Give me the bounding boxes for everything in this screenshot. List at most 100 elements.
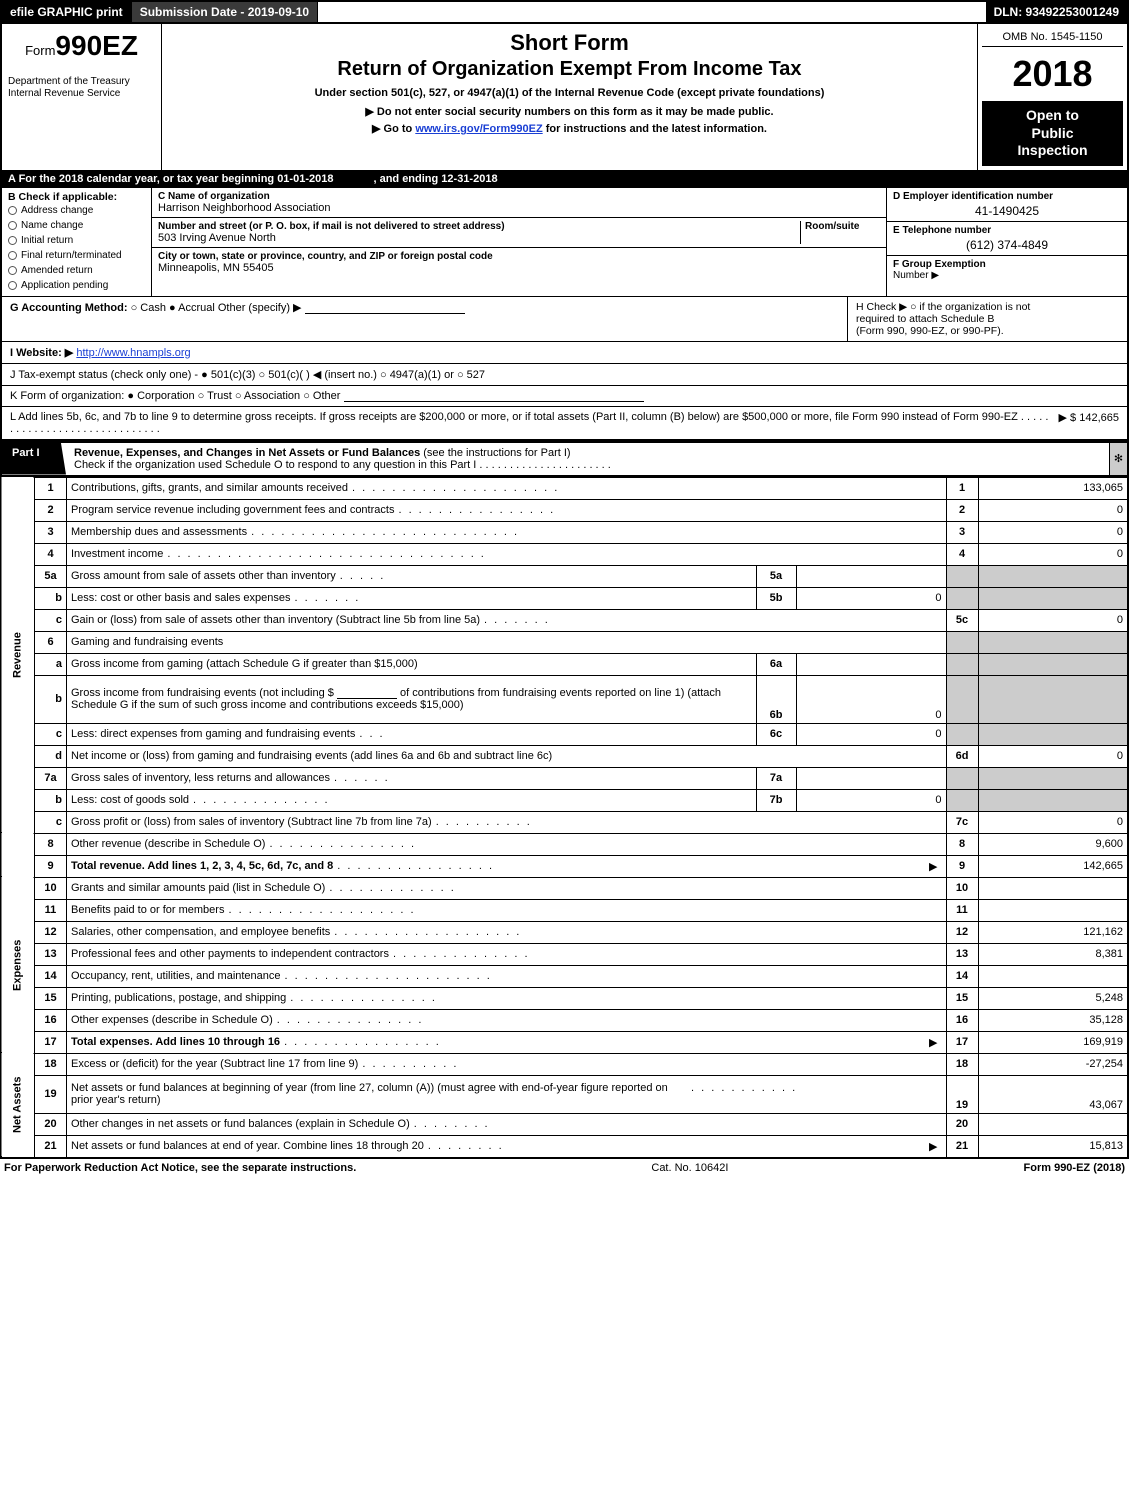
right-val: -27,254 xyxy=(978,1053,1128,1075)
website-link[interactable]: http://www.hnampls.org xyxy=(76,347,190,359)
desc-text: Net assets or fund balances at beginning… xyxy=(71,1082,691,1106)
j-text[interactable]: J Tax-exempt status (check only one) - ●… xyxy=(10,369,485,381)
dots: . . . . . . . xyxy=(295,592,752,604)
vtab-expenses: Expenses xyxy=(1,877,35,1053)
right-val-shade xyxy=(978,565,1128,587)
l-row: L Add lines 5b, 6c, and 7b to line 9 to … xyxy=(0,407,1129,441)
d-block: D Employer identification number 41-1490… xyxy=(887,188,1127,222)
irs-link[interactable]: www.irs.gov/Form990EZ xyxy=(415,123,542,135)
desc-text: Professional fees and other payments to … xyxy=(71,948,393,960)
right-val: 133,065 xyxy=(978,477,1128,499)
l-total-value: 142,665 xyxy=(1079,412,1119,424)
right-val xyxy=(978,965,1128,987)
dots: . . . . . . . . . . . . . . . xyxy=(290,992,941,1004)
desc-text: Other changes in net assets or fund bala… xyxy=(71,1118,414,1130)
part1-tab: Part I xyxy=(2,443,66,475)
chk-name[interactable]: Name change xyxy=(8,218,145,233)
k-other-blank[interactable] xyxy=(344,390,644,402)
row-18: Net Assets 18 Excess or (deficit) for th… xyxy=(1,1053,1128,1075)
desc-text: Benefits paid to or for members xyxy=(71,904,228,916)
part1-header: Part I Revenue, Expenses, and Changes in… xyxy=(0,441,1129,477)
desc-text: Salaries, other compensation, and employ… xyxy=(71,926,334,938)
row-6d: d Net income or (loss) from gaming and f… xyxy=(1,745,1128,767)
chk-final[interactable]: Final return/terminated xyxy=(8,248,145,263)
part1-paren: (see the instructions for Part I) xyxy=(420,447,570,459)
dots: . . . . . . . . . . . . . xyxy=(329,882,941,894)
row-8: 8 Other revenue (describe in Schedule O)… xyxy=(1,833,1128,855)
row-21: 21 Net assets or fund balances at end of… xyxy=(1,1135,1128,1157)
c-addr-block: Number and street (or P. O. box, if mail… xyxy=(152,218,886,248)
radio-icon xyxy=(8,236,17,245)
desc-text: Grants and similar amounts paid (list in… xyxy=(71,882,329,894)
l-total: ▶ $ 142,665 xyxy=(1051,411,1119,435)
right-num: 12 xyxy=(946,921,978,943)
line-desc: Grants and similar amounts paid (list in… xyxy=(67,877,947,899)
row-20: 20 Other changes in net assets or fund b… xyxy=(1,1113,1128,1135)
desc-text: Gross sales of inventory, less returns a… xyxy=(71,772,334,784)
dots: . . . . . . . . . . . xyxy=(691,1082,942,1106)
line-desc: Investment income. . . . . . . . . . . .… xyxy=(67,543,947,565)
radio-icon xyxy=(8,281,17,290)
chk-address[interactable]: Address change xyxy=(8,203,145,218)
g-other-blank[interactable] xyxy=(305,302,465,314)
dots: . . . . . . xyxy=(334,772,751,784)
line-desc: Occupancy, rent, utilities, and maintena… xyxy=(67,965,947,987)
right-num: 6d xyxy=(946,745,978,767)
part1-checkbox[interactable]: ✻ xyxy=(1109,443,1127,475)
mid-label: 7a xyxy=(756,767,796,789)
row-9: 9 Total revenue. Add lines 1, 2, 3, 4, 5… xyxy=(1,855,1128,877)
submission-date[interactable]: Submission Date - 2019-09-10 xyxy=(132,2,318,22)
line-desc: Other changes in net assets or fund bala… xyxy=(67,1113,947,1135)
line-desc: Gaming and fundraising events xyxy=(67,631,947,653)
org-address: 503 Irving Avenue North xyxy=(158,232,800,244)
right-num: 19 xyxy=(946,1075,978,1113)
h-line3: (Form 990, 990-EZ, or 990-PF). xyxy=(856,325,1119,337)
desc-text: Program service revenue including govern… xyxy=(71,504,398,516)
right-num-shade xyxy=(946,675,978,723)
chk-pending[interactable]: Application pending xyxy=(8,278,145,293)
mid-val xyxy=(796,565,946,587)
row-7c: c Gross profit or (loss) from sales of i… xyxy=(1,811,1128,833)
open-line3: Inspection xyxy=(986,142,1119,160)
line-desc: Benefits paid to or for members. . . . .… xyxy=(67,899,947,921)
line-desc: Excess or (deficit) for the year (Subtra… xyxy=(67,1053,947,1075)
row-3: 3 Membership dues and assessments. . . .… xyxy=(1,521,1128,543)
desc-text-1: Gross income from fundraising events (no… xyxy=(71,687,334,699)
right-num-shade xyxy=(946,789,978,811)
org-city: Minneapolis, MN 55405 xyxy=(158,262,880,274)
ein-value: 41-1490425 xyxy=(893,202,1121,218)
line-desc: Net assets or fund balances at end of ye… xyxy=(67,1135,947,1157)
line-num: 10 xyxy=(35,877,67,899)
row-7a: 7a Gross sales of inventory, less return… xyxy=(1,767,1128,789)
mid-label: 5b xyxy=(756,587,796,609)
row-6c: c Less: direct expenses from gaming and … xyxy=(1,723,1128,745)
right-val: 169,919 xyxy=(978,1031,1128,1053)
right-num: 17 xyxy=(946,1031,978,1053)
row-15: 15 Printing, publications, postage, and … xyxy=(1,987,1128,1009)
g-options[interactable]: ○ Cash ● Accrual Other (specify) ▶ xyxy=(131,302,302,314)
dots: . . . . . . . . . . . . . . . . . . . xyxy=(334,926,941,938)
dots: . . . . . . . . . . . . . . . . . . . xyxy=(228,904,941,916)
line-num: c xyxy=(35,609,67,631)
omb-number: OMB No. 1545-1150 xyxy=(982,28,1123,47)
desc-text: Less: cost of goods sold xyxy=(71,794,193,806)
c-city-block: City or town, state or province, country… xyxy=(152,248,886,277)
k-text[interactable]: K Form of organization: ● Corporation ○ … xyxy=(10,390,340,402)
mid-label: 7b xyxy=(756,789,796,811)
contrib-blank[interactable] xyxy=(337,687,397,699)
chk-amended[interactable]: Amended return xyxy=(8,263,145,278)
footer-left: For Paperwork Reduction Act Notice, see … xyxy=(4,1162,356,1174)
right-num-shade xyxy=(946,767,978,789)
chk-label: Address change xyxy=(21,203,93,218)
right-num: 21 xyxy=(946,1135,978,1157)
dots: . . . . . . . . . . . . . . xyxy=(193,794,751,806)
h-block: H Check ▶ ○ if the organization is not r… xyxy=(847,297,1127,341)
line-num: 4 xyxy=(35,543,67,565)
line-desc: Gross profit or (loss) from sales of inv… xyxy=(67,811,947,833)
chk-initial[interactable]: Initial return xyxy=(8,233,145,248)
right-num: 14 xyxy=(946,965,978,987)
row-5a: 5a Gross amount from sale of assets othe… xyxy=(1,565,1128,587)
dots: . . . . . . . . . . . . . . . . . . . . … xyxy=(285,970,942,982)
right-val-shade xyxy=(978,675,1128,723)
i-label: I Website: ▶ xyxy=(10,347,73,359)
